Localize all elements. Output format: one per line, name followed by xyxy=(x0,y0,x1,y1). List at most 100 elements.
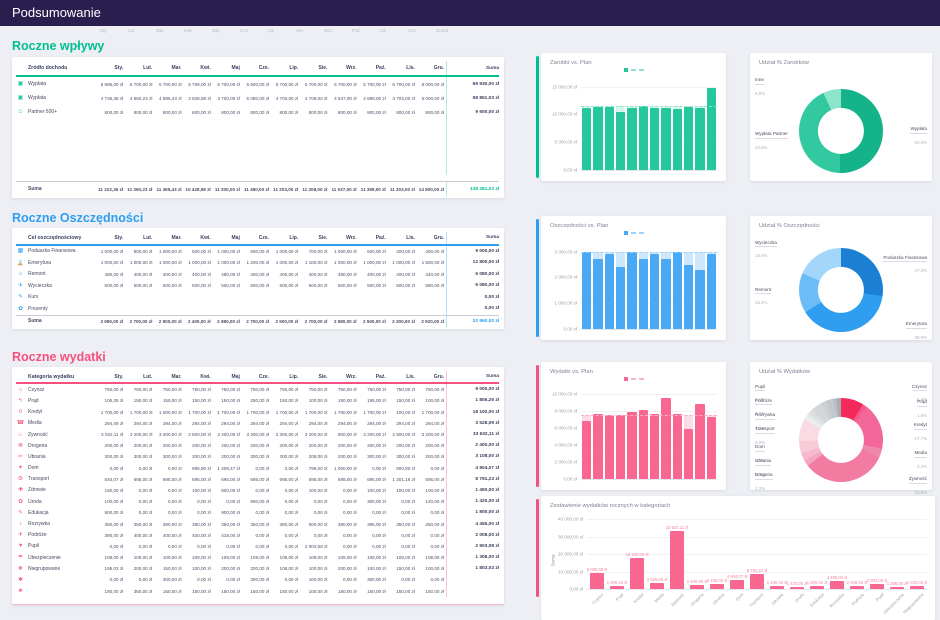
bar-slot xyxy=(649,244,660,329)
value-cell: 800,00 zł xyxy=(425,109,445,115)
total-value-cell: 11 480,00 zł xyxy=(243,186,270,192)
empty-row xyxy=(16,119,499,133)
total-value-cell: 2 400,00 zł xyxy=(187,318,211,324)
value-cell: 400,00 zł xyxy=(133,532,153,538)
bar-value-label: 9 000,00 zł xyxy=(586,567,608,573)
row-label: Drogeria xyxy=(28,442,48,449)
annual-expenses-chart[interactable]: Zestawienie wydatków rocznych w kategori… xyxy=(541,496,935,620)
donut-label-percent: 18,5% xyxy=(755,253,768,259)
value-cell: 1 700,00 zł xyxy=(100,409,124,415)
value-cell: 800,00 zł xyxy=(221,109,240,115)
value-cell: 5 706,00 zł xyxy=(188,81,211,87)
total-value-cell: 2 900,00 zł xyxy=(158,318,182,324)
month-column-header: Gru. xyxy=(433,65,445,71)
ghost-month-label: Suma xyxy=(436,28,449,33)
expenses-donut-chart[interactable]: Udział % Wydatków Pupil 2,8% Podróże 2,0% Roz… xyxy=(750,362,932,495)
savings-donut-chart[interactable]: Udział % Oszczędności Wycieczka 18,5% Remon… xyxy=(750,216,932,340)
table-row: ⚙ Transport 540,07 zł 695,00 zł 695,00 zł 695… xyxy=(16,473,499,485)
y-axis-tick-label: 0,00 zł xyxy=(563,476,577,482)
month-column-header: Lip. xyxy=(289,373,299,380)
value-cell: 750,00 zł xyxy=(162,387,182,393)
value-cell: 500,00 zł xyxy=(133,283,153,289)
row-label: Uroda xyxy=(28,498,42,505)
annual-value-bar: 2 903,08 zł xyxy=(867,578,887,589)
income-accent-bar xyxy=(536,56,539,178)
expenses-table[interactable]: Kategoria wydatku Sty. Lut. Mar. Kwi. Maj Cze.… xyxy=(12,367,504,605)
clothes-icon: ✂ xyxy=(17,453,24,460)
bar-slot xyxy=(683,81,694,170)
income-donut-chart[interactable]: Udział % Zarobków Inne 6,9% Wypłata Partner… xyxy=(750,53,932,181)
table-header-row: Źródło dochodu Sty. Lut. Mar. Kwi. Maj Cze. Lip… xyxy=(16,61,499,77)
value-cell: 800,00 zł xyxy=(104,109,124,115)
x-axis-category-label: Transport xyxy=(748,592,765,609)
value-cell: 195,03 zł xyxy=(104,566,124,572)
bar-plot-area: 15 000,00 zł 10 000,00 zł 5 000,00 zł 0,00 … xyxy=(552,81,717,173)
value-cell: 3 200,00 zł xyxy=(363,432,386,438)
value-cell: 1 700,00 zł xyxy=(188,409,211,415)
donut-label-percent: 50,5% xyxy=(914,139,927,145)
annual-value-bar: 18 100,00 zł xyxy=(626,552,648,589)
value-cell: 0,00 zł xyxy=(138,510,153,516)
value-cell: 380,00 zł xyxy=(337,521,357,527)
value-cell: 5 700,00 zł xyxy=(304,81,328,87)
value-cell: 5 700,00 zł xyxy=(159,81,182,87)
annual-bar-slot: 2 008,00 zł Podróże xyxy=(847,516,868,607)
bar-value-label: 3 108,00 zł xyxy=(706,577,728,583)
value-cell: 109,00 zł xyxy=(221,555,240,561)
value-cell: 195,00 zł xyxy=(367,398,386,404)
course-icon: ✎ xyxy=(17,294,24,301)
value-cell: 0,00 zł xyxy=(255,532,270,538)
row-sum-cell: 9 000,00 zł xyxy=(446,245,499,257)
savings-table[interactable]: Cel oszczędnościowy Sty. Lut. Mar. Kwi. Maj Cz… xyxy=(12,228,504,329)
annual-bar-slot: 1 308,00 zł Ubezpieczenie xyxy=(882,516,907,615)
value-cell: 100,00 zł xyxy=(308,588,328,594)
table-row: ▣ Wypłata 5 686,00 zł 5 700,00 zł 5 700,00 z… xyxy=(16,77,499,91)
chart-title: Udział % Oszczędności xyxy=(759,223,820,229)
income-bar-chart[interactable]: Zarobki vs. Plan 15 000,00 zł 10 000,00 zł… xyxy=(541,53,726,181)
savings-bar-chart[interactable]: Oszczędności vs. Plan 3 000,00 zł 2 000,00… xyxy=(541,216,726,340)
value-cell: 1 000,00 zł xyxy=(275,260,299,266)
y-axis-tick-label: 20 000,00 zł xyxy=(557,551,583,557)
month-column-header: Sie. xyxy=(318,234,328,241)
total-value-cell: 11 203,00 zł xyxy=(273,186,299,192)
value-cell: 440,00 zł xyxy=(425,271,445,277)
value-cell: 0,00 zł xyxy=(372,465,386,471)
income-table[interactable]: Źródło dochodu Sty. Lut. Mar. Kwi. Maj Cze. Lip… xyxy=(12,57,504,198)
value-cell: 750,00 zł xyxy=(396,387,415,393)
row-sum-cell: 0,00 zł xyxy=(446,303,499,315)
value-cell: 100,00 zł xyxy=(367,566,386,572)
value-cell: 0,00 zł xyxy=(284,577,299,583)
value-cell: 0,00 zł xyxy=(430,465,445,471)
month-column-header: Mar. xyxy=(171,234,182,241)
table-row: ✿ Prezenty 0,00 zł xyxy=(16,303,499,315)
value-cell: 200,00 zł xyxy=(221,454,240,460)
annual-value-bar: 1 450,00 zł xyxy=(767,580,787,589)
bar-slot xyxy=(649,390,660,479)
value-cell: 0,00 zł xyxy=(138,543,153,549)
value-cell: 3 200,00 zł xyxy=(246,432,270,438)
x-axis-category-label: Czynsz xyxy=(591,592,605,606)
value-cell: 800,00 zł xyxy=(221,487,240,493)
legend-series-swatch xyxy=(623,68,628,72)
table-row: ❖ Niegrupowane 195,03 zł 200,00 zł 150,00 zł… xyxy=(16,563,499,575)
ghost-month-label: Sty xyxy=(100,28,107,33)
x-axis-category-label: Pupil xyxy=(874,592,885,603)
empty-row xyxy=(16,161,499,175)
value-cell: 800,00 zł xyxy=(162,109,182,115)
row-label: Kredyt xyxy=(28,409,43,416)
expenses-bar-chart[interactable]: Wydatki vs. Plan 10 000,00 zł 8 000,00 zł 6… xyxy=(541,362,726,490)
table-row: ♨ Żywność 3 032,11 zł 3 200,00 zł 3 200,00 z… xyxy=(16,428,499,441)
value-cell: 1 700,00 zł xyxy=(363,409,386,415)
total-value-cell: 2 980,00 zł xyxy=(100,318,124,324)
value-cell: 4 700,00 zł xyxy=(217,95,240,101)
value-cell: 150,00 zł xyxy=(396,566,415,572)
renovation-icon: ⌂ xyxy=(18,271,23,278)
annual-value-bar: 1 806,25 zł xyxy=(607,580,627,589)
value-cell: 150,00 zł xyxy=(367,588,386,594)
gridline xyxy=(581,462,717,464)
ghost-month-label: Gru xyxy=(408,28,416,33)
month-column-header: Lip. xyxy=(289,65,299,71)
total-value-cell: 2 920,00 zł xyxy=(421,318,445,324)
value-cell: 400,00 zł xyxy=(308,271,328,277)
row-sum-cell: 1 803,03 zł xyxy=(446,563,499,575)
